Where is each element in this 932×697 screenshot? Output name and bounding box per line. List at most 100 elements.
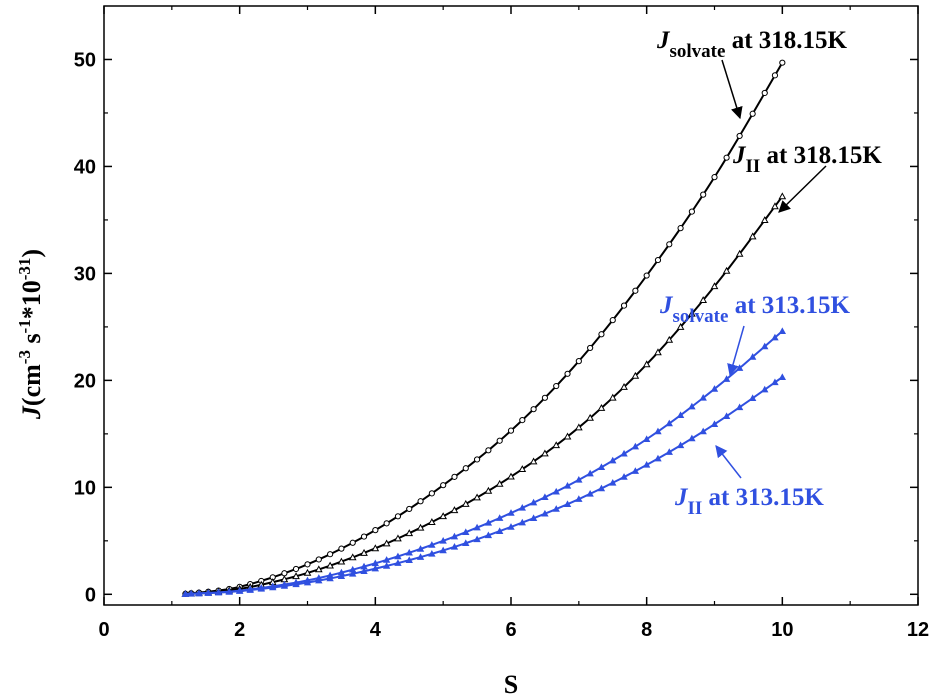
data-point (574, 423, 583, 431)
annotation-II-318: JII at 318.15K (732, 142, 882, 177)
y-tick-label: 30 (74, 263, 96, 285)
data-point (461, 499, 470, 507)
data-point (608, 393, 617, 401)
data-point (688, 309, 696, 317)
data-point (181, 590, 190, 597)
y-axis-title: J(cm-3 s-1*10-31) (15, 249, 46, 420)
data-point (204, 589, 212, 596)
data-point (529, 498, 538, 506)
data-point (676, 441, 685, 449)
data-point (416, 523, 425, 531)
data-point (541, 449, 549, 457)
data-point (749, 110, 756, 117)
data-point (710, 420, 719, 428)
arrow-solvate-313 (727, 325, 745, 377)
data-point (417, 498, 424, 505)
data-point (507, 509, 515, 516)
x-tick-label: 12 (907, 619, 929, 641)
data-point (450, 532, 459, 540)
data-point (735, 249, 744, 257)
data-point (394, 513, 402, 520)
data-point (360, 548, 368, 556)
data-point (587, 344, 594, 352)
data-point (327, 551, 334, 558)
data-point (450, 506, 459, 514)
annotation-solvate-318: Jsolvate at 318.15K (656, 27, 848, 62)
data-point (416, 553, 425, 560)
data-point (620, 449, 628, 457)
data-point (326, 561, 334, 569)
data-point (187, 590, 195, 597)
series-layer (181, 59, 787, 597)
data-point (371, 564, 380, 572)
arrow-II-313 (715, 445, 742, 479)
data-point (735, 403, 744, 411)
data-point (711, 174, 718, 181)
data-point (372, 527, 379, 534)
data-point (507, 472, 515, 480)
x-tick-label: 8 (641, 619, 652, 641)
data-point (665, 419, 673, 427)
data-point (710, 282, 719, 290)
data-point (314, 565, 323, 573)
data-point (736, 132, 743, 140)
series-II_313 (181, 373, 787, 597)
x-axis-title: S (504, 670, 518, 697)
data-point (394, 552, 402, 560)
data-point (246, 586, 254, 593)
data-point (484, 519, 493, 526)
data-point (598, 331, 605, 338)
data-point (519, 417, 526, 424)
data-point (699, 427, 707, 435)
data-point (529, 514, 538, 522)
y-tick-label: 20 (74, 370, 96, 392)
y-tick-label: 50 (74, 49, 96, 71)
series-solvate_313 (181, 327, 787, 597)
data-point (654, 454, 662, 462)
data-point (360, 567, 368, 575)
data-point (760, 216, 769, 224)
x-tick-label: 6 (505, 619, 516, 641)
data-point (382, 562, 391, 569)
data-point (748, 232, 757, 240)
data-point (337, 557, 346, 565)
data-point (530, 406, 537, 413)
data-point (597, 463, 606, 471)
data-point (541, 509, 549, 517)
data-point (485, 447, 492, 454)
data-point (507, 427, 515, 434)
data-point (462, 465, 469, 472)
data-point (292, 580, 300, 588)
data-point (620, 382, 628, 390)
data-point (303, 578, 312, 586)
data-point (575, 476, 583, 483)
data-point (428, 541, 436, 548)
data-point (722, 375, 731, 382)
data-point (225, 588, 233, 595)
data-point (337, 572, 346, 579)
data-point (778, 373, 787, 380)
series-line-II_318 (185, 195, 784, 595)
annotation-II-313: JII at 313.15K (674, 484, 824, 519)
data-point (677, 225, 684, 232)
data-point (586, 469, 594, 477)
data-point (609, 478, 617, 486)
data-point (349, 569, 357, 577)
data-point (586, 490, 594, 497)
data-point (349, 539, 356, 546)
data-point (676, 322, 685, 330)
data-point (609, 317, 616, 324)
data-point (552, 441, 561, 449)
series-line-II_313 (185, 376, 783, 596)
data-point (688, 434, 696, 442)
data-point (586, 413, 594, 421)
data-point (700, 191, 707, 198)
data-point (496, 514, 504, 521)
data-point (473, 535, 481, 543)
data-point (748, 353, 757, 360)
data-point (552, 487, 560, 495)
x-tick-label: 10 (771, 619, 793, 641)
data-point (771, 202, 779, 210)
data-point (771, 72, 779, 79)
